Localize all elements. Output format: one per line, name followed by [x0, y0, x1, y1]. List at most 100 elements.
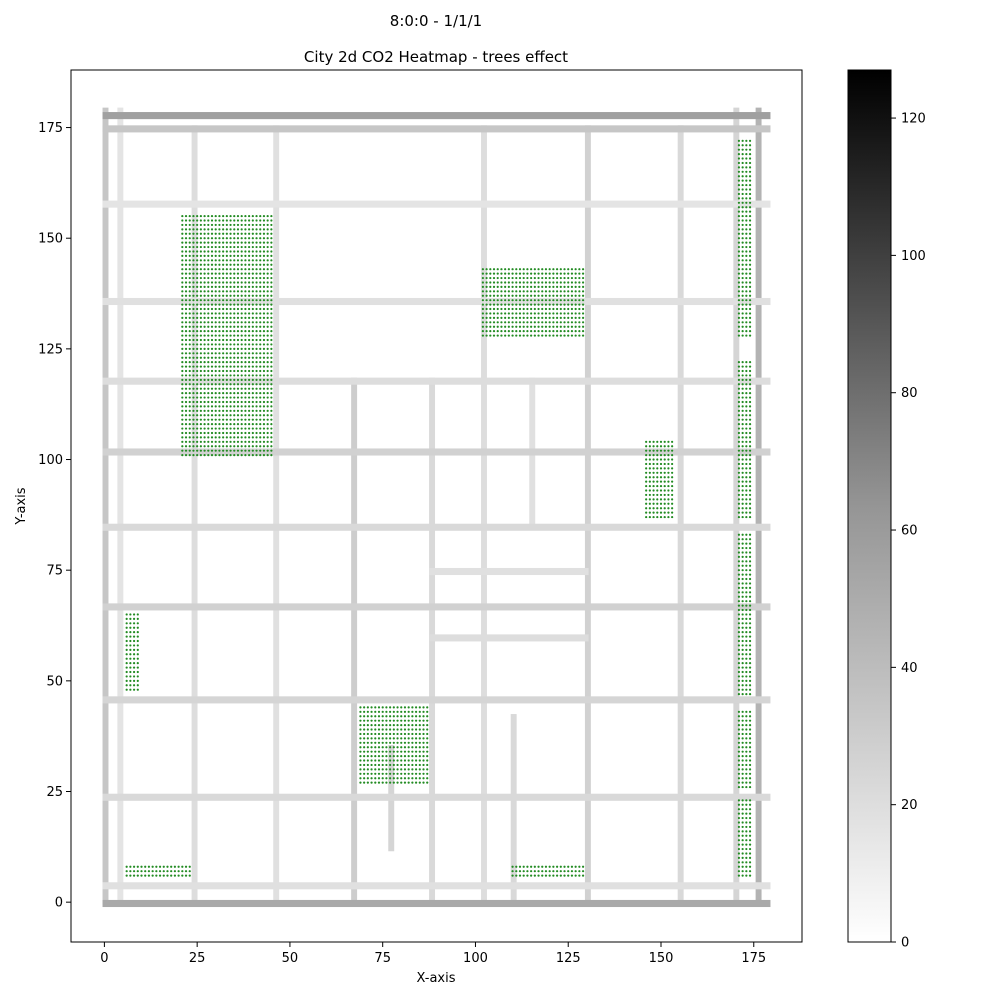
tree-marker: [737, 489, 741, 492]
tree-marker: [266, 330, 269, 333]
tree-marker: [737, 626, 741, 629]
tree-marker: [489, 299, 492, 302]
tree-marker: [236, 338, 240, 342]
tree-marker: [741, 374, 744, 377]
tree-marker: [414, 759, 418, 762]
tree-marker: [262, 303, 266, 306]
tree-marker: [192, 281, 195, 284]
tree-marker: [218, 347, 221, 350]
tree-marker: [132, 865, 136, 868]
tree-marker: [748, 268, 752, 271]
tree-marker: [574, 268, 577, 271]
heatmap-road-vertical: [117, 107, 124, 905]
tree-marker: [359, 706, 362, 709]
tree-marker: [507, 272, 510, 275]
tree-marker: [389, 777, 392, 780]
tree-marker: [748, 263, 752, 266]
tree-marker: [240, 409, 243, 412]
tree-marker: [181, 338, 184, 342]
tree-marker: [192, 387, 195, 390]
tree-marker: [745, 440, 748, 443]
tree-marker: [748, 188, 752, 191]
tree-marker: [136, 870, 139, 873]
tree-marker: [737, 188, 741, 191]
tree-marker: [748, 737, 752, 740]
tree-marker: [741, 741, 744, 744]
tree-marker: [214, 307, 217, 311]
tree-marker: [374, 768, 377, 771]
tree-marker: [741, 657, 744, 660]
tree-marker: [659, 511, 663, 514]
tree-marker: [748, 431, 752, 435]
tree-marker: [737, 192, 741, 196]
tree-marker: [259, 453, 262, 457]
tree-marker: [262, 232, 266, 235]
tree-marker: [255, 418, 258, 421]
tree-marker: [236, 268, 240, 271]
tree-marker: [533, 303, 536, 306]
tree-marker: [207, 276, 210, 280]
tree-marker: [196, 303, 199, 306]
tree-marker: [748, 374, 752, 377]
tree-marker: [567, 307, 570, 311]
tree-marker: [248, 223, 251, 227]
tree-marker: [745, 223, 748, 227]
tree-marker: [548, 281, 551, 284]
tree-marker: [251, 409, 254, 412]
tree-marker: [229, 290, 232, 293]
tree-marker: [403, 781, 407, 784]
tree-marker: [403, 759, 407, 762]
tree-marker: [748, 489, 752, 492]
tree-marker: [745, 724, 748, 727]
tree-marker: [266, 228, 269, 231]
tree-marker: [203, 250, 206, 253]
tree-marker: [266, 312, 269, 315]
tree-marker: [218, 387, 221, 390]
tree-marker: [210, 303, 214, 306]
tree-marker: [663, 467, 666, 470]
tree-marker: [210, 268, 214, 271]
tree-marker: [184, 423, 188, 426]
tree-marker: [737, 511, 741, 514]
tree-marker: [737, 724, 741, 727]
tree-marker: [748, 281, 752, 284]
tree-marker: [518, 865, 522, 868]
tree-marker: [385, 737, 388, 740]
tree-marker: [748, 201, 752, 204]
tree-marker: [207, 272, 210, 275]
tree-marker: [496, 281, 499, 284]
tree-marker: [236, 294, 240, 297]
tree-marker: [544, 268, 548, 271]
tree-marker: [192, 343, 195, 346]
tree-marker: [526, 874, 529, 877]
tree-marker: [229, 343, 232, 346]
tree-marker: [184, 237, 188, 240]
tree-marker: [225, 365, 228, 368]
tree-marker: [745, 604, 748, 607]
tree-marker: [266, 427, 269, 430]
tree-marker: [518, 290, 522, 293]
tree-marker: [181, 405, 184, 408]
tree-marker: [741, 462, 744, 466]
tree-marker: [422, 781, 425, 784]
tree-marker: [741, 219, 744, 222]
tree-marker: [741, 489, 744, 492]
tree-marker: [244, 232, 247, 235]
tree-marker: [504, 307, 507, 311]
tree-marker: [240, 378, 243, 381]
tree-marker: [218, 431, 221, 435]
tree-marker: [192, 325, 195, 328]
tree-marker: [392, 777, 395, 780]
tree-marker: [748, 414, 752, 417]
tree-marker: [270, 414, 273, 417]
tree-marker: [184, 396, 188, 399]
tree-marker: [199, 294, 202, 297]
tree-marker: [541, 285, 544, 288]
tree-marker: [266, 369, 269, 373]
tree-marker: [400, 724, 403, 727]
tree-marker: [125, 684, 128, 687]
tree-marker: [129, 639, 132, 643]
tree-marker: [222, 334, 225, 337]
tree-marker: [745, 684, 748, 687]
tree-marker: [188, 405, 191, 408]
